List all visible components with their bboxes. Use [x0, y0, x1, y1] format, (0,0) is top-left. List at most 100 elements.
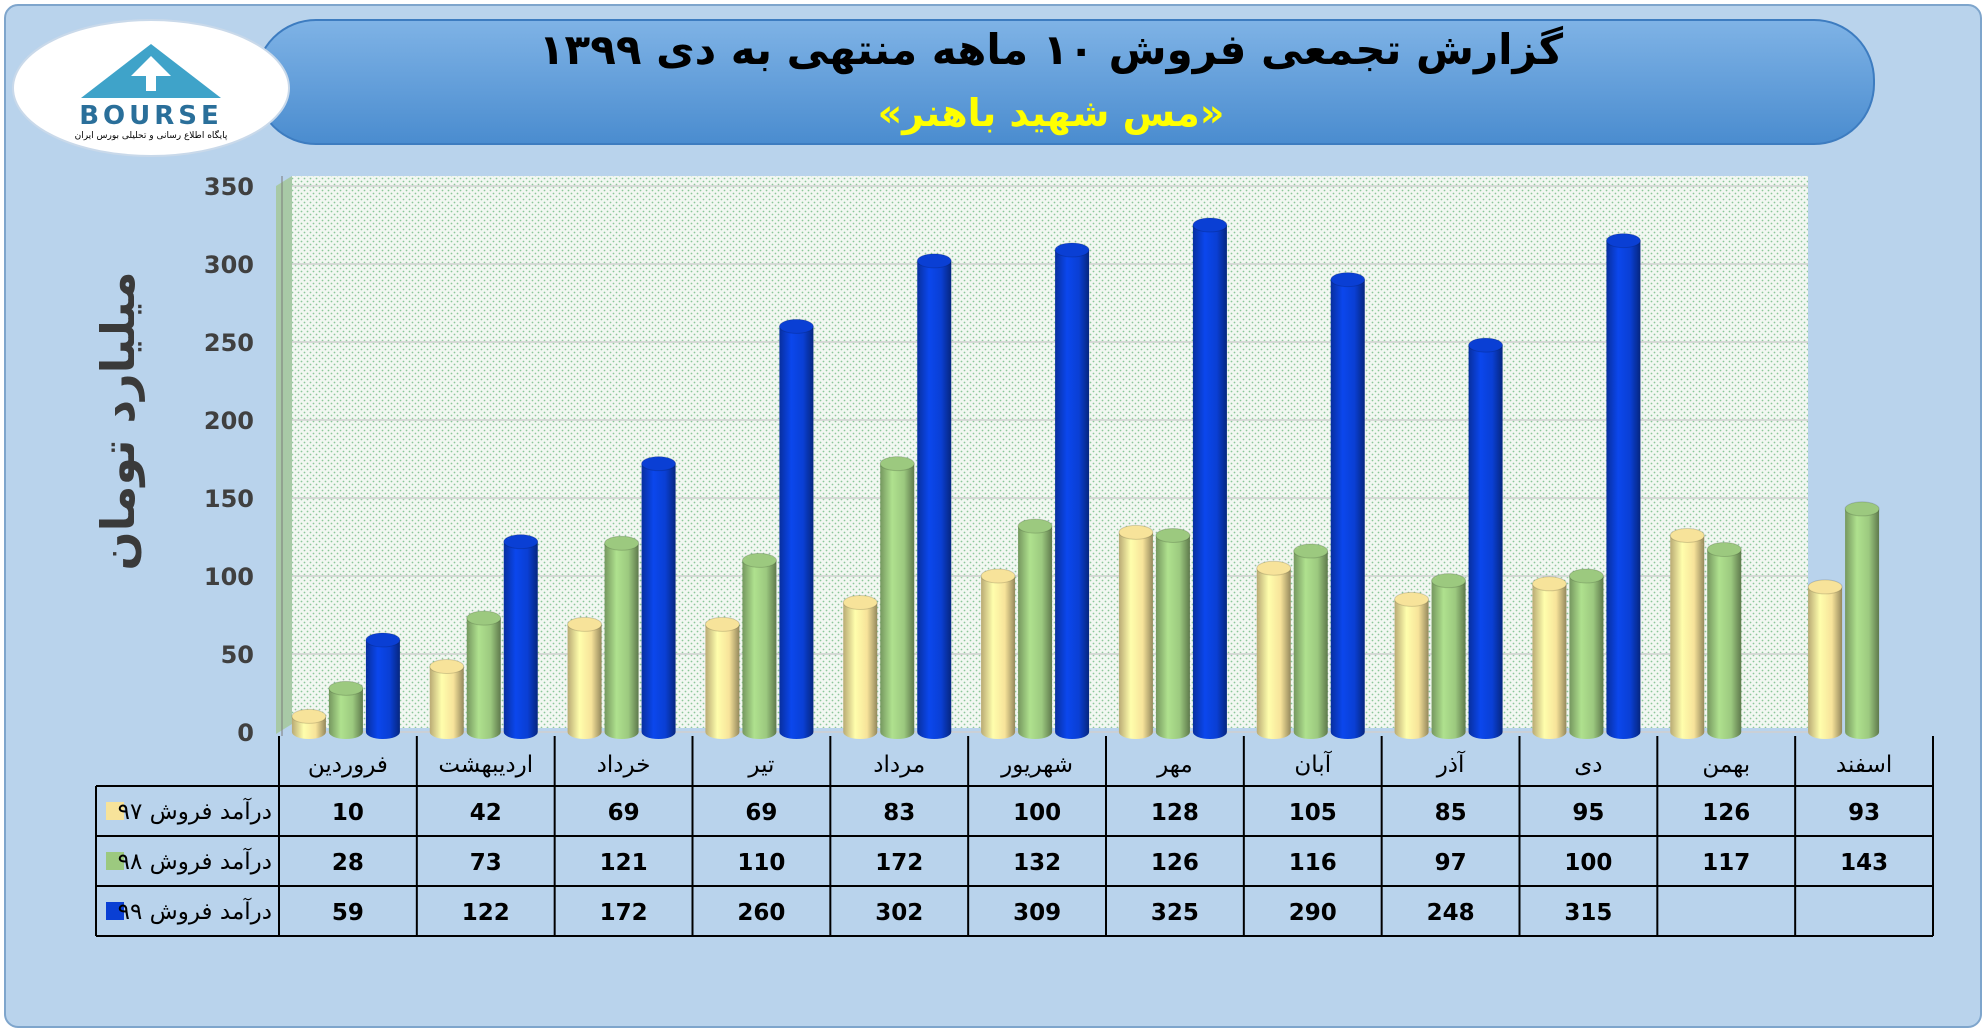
y-axis-label: میلیارد تومان [91, 271, 145, 570]
bar [328, 680, 364, 739]
x-tick-label: دی [1574, 752, 1602, 778]
y-tick-label: 150 [204, 485, 254, 513]
bar-body [843, 602, 878, 739]
bar-top [503, 534, 539, 550]
bar [1054, 242, 1090, 739]
chart-canvas: گزارش تجمعی فروش ۱۰ ماهه منتهی به دی ۱۳۹… [12, 19, 1934, 937]
bar-body [1330, 279, 1365, 739]
bar-top [1054, 242, 1090, 258]
bar-body [1431, 580, 1466, 739]
bar-top [1468, 337, 1504, 353]
data-label: 290 [1289, 900, 1337, 926]
bar-body [917, 260, 952, 739]
bourse-logo: BOURSE پایگاه اطلاع رسانی و تحلیلی بورس … [12, 19, 290, 157]
bar [641, 456, 677, 739]
x-tick-label: بهمن [1702, 752, 1750, 778]
bar [704, 616, 740, 739]
bar-top [1669, 527, 1705, 543]
data-label: 83 [883, 800, 915, 826]
bar-top [916, 253, 952, 269]
data-label: 69 [745, 800, 777, 826]
y-tick-label: 350 [204, 173, 254, 201]
bar [1330, 272, 1366, 739]
y-tick-label: 300 [204, 251, 254, 279]
bar [365, 632, 401, 739]
bar-body [567, 624, 602, 739]
legend-swatch [106, 902, 124, 920]
bar-top [1394, 591, 1430, 607]
data-label: 121 [600, 850, 648, 876]
bar-top [1807, 579, 1843, 595]
data-label: 100 [1564, 850, 1612, 876]
data-label: 42 [470, 800, 502, 826]
bar-body [1532, 583, 1567, 739]
y-tick-label: 100 [204, 563, 254, 591]
bar-body [1256, 568, 1291, 739]
bar-body [1018, 526, 1053, 739]
bar-top [778, 318, 814, 334]
bar-top [1531, 576, 1567, 592]
bar [879, 456, 915, 739]
bar [1531, 576, 1567, 739]
y-tick-label: 0 [237, 719, 254, 747]
data-label: 132 [1013, 850, 1061, 876]
data-label: 85 [1435, 800, 1467, 826]
data-label: 126 [1151, 850, 1199, 876]
bar-top [604, 535, 640, 551]
legend-label: درآمد فروش ۹۹ [118, 897, 272, 925]
y-tick-label: 250 [204, 329, 254, 357]
bar-top [291, 708, 327, 724]
x-tick-label: آذر [1436, 750, 1466, 778]
bar [1807, 579, 1843, 739]
data-label: 172 [875, 850, 923, 876]
bar [604, 535, 640, 739]
legend-swatch [106, 802, 124, 820]
x-tick-label: اردیبهشت [438, 752, 533, 778]
bar [291, 708, 327, 739]
bar-top [1118, 524, 1154, 540]
plot-side-wall [276, 176, 292, 734]
bar [741, 552, 777, 739]
chart-subtitle: «مس شهید باهنر» [878, 91, 1225, 135]
bar [1118, 524, 1154, 739]
bar-body [604, 543, 639, 739]
bar-top [1293, 543, 1329, 559]
bar-body [1569, 576, 1604, 739]
x-tick-label: خرداد [597, 752, 651, 778]
data-label: 325 [1151, 900, 1199, 926]
bar-top [741, 552, 777, 568]
bar [1017, 518, 1053, 739]
data-label: 260 [737, 900, 785, 926]
bar [1605, 233, 1641, 739]
bar [1706, 541, 1742, 739]
bar-top [641, 456, 677, 472]
bar-body [981, 576, 1016, 739]
y-axis-ticks: 0 50 100 150 200 250 300 350 [204, 173, 283, 747]
bar [1293, 543, 1329, 739]
bar [567, 616, 603, 739]
bar [916, 253, 952, 739]
bar-body [705, 624, 740, 739]
bar [1155, 527, 1191, 739]
bar-top [980, 568, 1016, 584]
bar-body [1118, 532, 1153, 739]
bar [466, 610, 502, 739]
bar [980, 568, 1016, 739]
bar-body [1468, 345, 1503, 739]
x-tick-label: تیر [747, 752, 774, 778]
bar-body [880, 463, 915, 739]
data-label: 93 [1848, 800, 1880, 826]
x-tick-label: آبان [1294, 750, 1332, 778]
data-label: 126 [1702, 800, 1750, 826]
chart-title: گزارش تجمعی فروش ۱۰ ماهه منتهی به دی ۱۳۹… [539, 25, 1564, 75]
data-label: 172 [600, 900, 648, 926]
bar [1192, 217, 1228, 739]
legend-label: درآمد فروش ۹۷ [118, 797, 272, 825]
bar-body [328, 688, 363, 739]
bar [1468, 337, 1504, 739]
bar [1431, 573, 1467, 739]
data-label: 122 [462, 900, 510, 926]
data-label: 110 [737, 850, 785, 876]
logo-tagline: پایگاه اطلاع رسانی و تحلیلی بورس ایران [75, 129, 228, 141]
data-label: 309 [1013, 900, 1061, 926]
